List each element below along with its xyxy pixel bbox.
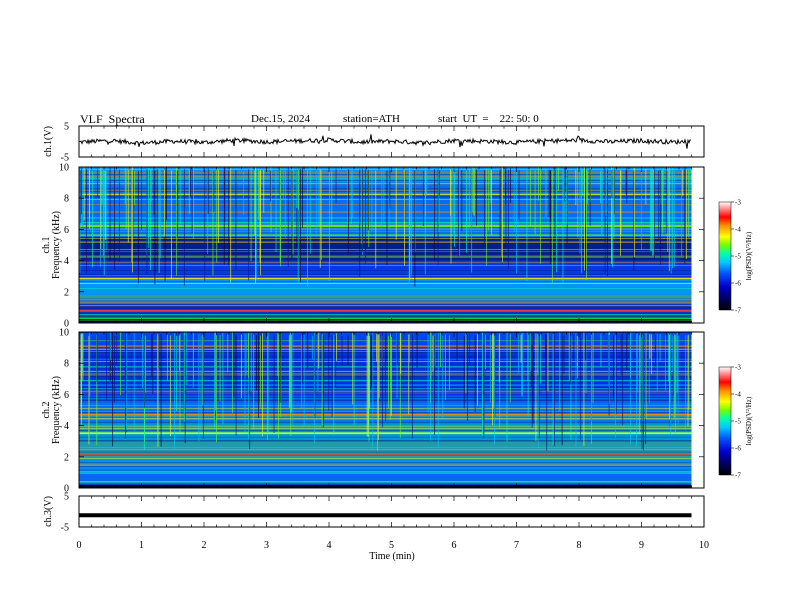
ch3-y-tick-label: -5: [61, 523, 69, 534]
ch2-spectrogram-panel: [79, 332, 704, 488]
ch2-colorbar: [718, 366, 732, 476]
station-label: station=ATH: [343, 113, 400, 125]
ch1-colorbar-tick-label: -5: [735, 253, 741, 261]
ch1-y-tick-label: 5: [64, 122, 69, 133]
x-tick-label: 8: [577, 540, 582, 551]
ch1-freq-tick-label: 10: [59, 163, 69, 174]
ch2-freq-axis-label: Frequency (kHz): [51, 376, 62, 444]
ch1-colorbar-tick-label: -3: [735, 199, 741, 207]
x-tick-label: 1: [139, 540, 144, 551]
ch2-channel-label: ch.2: [41, 402, 52, 419]
chart-title: VLF Spectra: [80, 112, 145, 126]
x-tick-label: 7: [514, 540, 519, 551]
ch1-colorbar-tick-label: -6: [735, 280, 741, 288]
ch1-freq-tick-label: 4: [64, 256, 69, 267]
ch2-colorbar-tick-label: -7: [735, 472, 741, 480]
ch2-freq-tick-label: 0: [64, 484, 69, 495]
ch1-freq-tick-label: 8: [64, 194, 69, 205]
ch2-freq-tick-label: 8: [64, 359, 69, 370]
ch1-freq-tick-label: 6: [64, 225, 69, 236]
ch3-y-tick-label: 5: [64, 492, 69, 503]
ch2-freq-tick-label: 2: [64, 452, 69, 463]
ch2-freq-tick-label: 4: [64, 421, 69, 432]
ch2-colorbar-label: log(PSD)(V²/Hz): [745, 396, 753, 445]
ch1-spectrogram-panel: [79, 166, 704, 323]
ch1-freq-tick-label: 2: [64, 287, 69, 298]
x-tick-label: 5: [389, 540, 394, 551]
x-axis-label: Time (min): [369, 551, 414, 562]
ch2-freq-tick-label: 10: [59, 328, 69, 339]
ch3-y-axis-label: ch.3(V): [43, 496, 54, 527]
ch1-colorbar-label: log(PSD)(V²/Hz): [745, 231, 753, 280]
x-tick-label: 2: [202, 540, 207, 551]
x-tick-label: 6: [452, 540, 457, 551]
x-tick-label: 3: [264, 540, 269, 551]
ch2-colorbar-tick-label: -3: [735, 364, 741, 372]
ch1-colorbar-tick-label: -7: [735, 307, 741, 315]
x-tick-label: 0: [77, 540, 82, 551]
ch1-freq-axis-label: Frequency (kHz): [51, 211, 62, 279]
ch3-waveform-panel: [78, 495, 705, 528]
ch1-y-axis-label: ch.1(V): [43, 126, 54, 157]
ch1-colorbar-tick-label: -4: [735, 226, 741, 234]
ch1-freq-tick-label: 0: [64, 319, 69, 330]
start-time-label: start UT = 22: 50: 0: [438, 113, 539, 125]
x-tick-label: 9: [639, 540, 644, 551]
ch2-colorbar-tick-label: -4: [735, 391, 741, 399]
ch2-freq-tick-label: 6: [64, 390, 69, 401]
x-tick-label: 4: [327, 540, 332, 551]
ch1-channel-label: ch.1: [41, 237, 52, 254]
ch1-waveform-line: [78, 134, 691, 149]
date-label: Dec.15, 2024: [251, 113, 310, 125]
ch1-y-tick-label: -5: [61, 153, 69, 164]
x-tick-label: 10: [699, 540, 709, 551]
ch1-colorbar: [718, 201, 732, 311]
ch2-colorbar-tick-label: -6: [735, 445, 741, 453]
ch2-colorbar-tick-label: -5: [735, 418, 741, 426]
